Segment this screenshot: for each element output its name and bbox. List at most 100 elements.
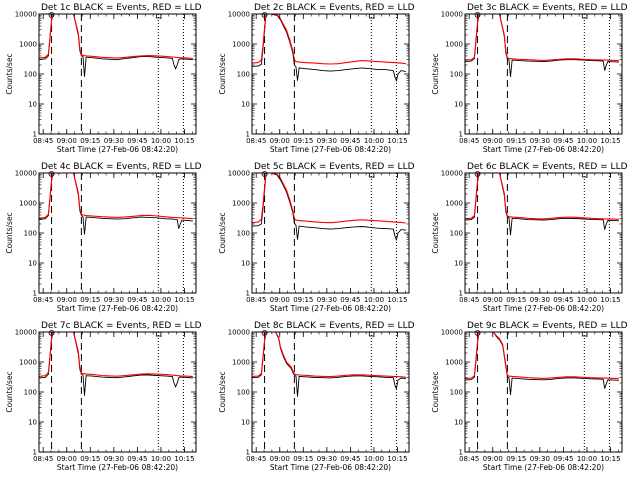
x-tick-label: 09:15: [80, 137, 100, 145]
y-axis-label: Counts/sec: [5, 212, 14, 253]
x-tick-label: 10:15: [174, 455, 194, 463]
x-axis-label: Start Time (27-Feb-06 08:42:20): [270, 304, 391, 313]
attenuator-marker: [261, 330, 268, 336]
x-tick-label: 09:45: [553, 455, 573, 463]
x-tick-label: 09:00: [270, 137, 290, 145]
detector-panel-9: Det 9c BLACK = Events, RED = LLD 1 10 100 10…: [431, 321, 628, 472]
x-tick-label: 09:30: [317, 296, 337, 304]
y-tick-label: 10: [454, 419, 463, 427]
y-tick-label: 100: [24, 389, 37, 397]
y-tick-label: 10: [241, 260, 250, 268]
y-tick-label: 1: [246, 131, 250, 139]
y-tick-label: 10000: [441, 329, 463, 337]
panel-series: [39, 173, 193, 235]
y-tick-label: 1000: [19, 359, 37, 367]
x-tick-label: 10:15: [600, 296, 620, 304]
x-tick-label: 08:45: [246, 455, 266, 463]
x-axis-label: Start Time (27-Feb-06 08:42:20): [57, 304, 178, 313]
panel-series: [465, 332, 619, 395]
y-tick-label: 1: [246, 449, 250, 457]
x-tick-label: 09:15: [293, 137, 313, 145]
x-tick-label: 09:45: [340, 296, 360, 304]
x-tick-label: 10:00: [151, 455, 171, 463]
y-tick-label: 100: [237, 389, 250, 397]
attenuator-marker: [261, 12, 268, 18]
y-tick-label: 1000: [445, 41, 463, 49]
saa-marker: [581, 173, 588, 178]
detector-panel-8: Det 8c BLACK = Events, RED = LLD 1 10 100 10…: [218, 321, 415, 472]
attenuator-marker: [48, 12, 55, 18]
x-axis-label: Start Time (27-Feb-06 08:42:20): [270, 463, 391, 472]
panel-series: [252, 332, 406, 397]
series-line-lld: [39, 173, 193, 220]
x-tick-label: 10:00: [151, 137, 171, 145]
y-tick-label: 1: [459, 131, 463, 139]
series-line-lld: [465, 332, 619, 380]
x-tick-label: 08:45: [33, 296, 53, 304]
x-tick-label: 09:15: [80, 455, 100, 463]
x-tick-label: 09:15: [80, 296, 100, 304]
panel-series: [252, 14, 406, 83]
series-line-lld: [39, 332, 193, 378]
attenuator-marker: [474, 171, 481, 177]
detector-panel-5: Det 5c BLACK = Events, RED = LLD 1 10 100 10…: [218, 162, 415, 313]
y-tick-label: 1000: [232, 359, 250, 367]
x-tick-label: 09:00: [57, 296, 77, 304]
attenuator-marker: [474, 12, 481, 18]
x-tick-label: 10:00: [151, 296, 171, 304]
y-tick-label: 10000: [441, 11, 463, 19]
series-line-events: [465, 14, 619, 77]
detector-panel-3: Det 3c BLACK = Events, RED = LLD 1 10 100 10…: [431, 3, 628, 154]
x-tick-label: 08:45: [246, 296, 266, 304]
y-tick-label: 100: [237, 71, 250, 79]
x-tick-label: 08:45: [459, 137, 479, 145]
y-tick-label: 1: [33, 131, 37, 139]
y-tick-label: 10: [28, 101, 37, 109]
attenuator-marker: [261, 171, 268, 177]
x-tick-label: 09:00: [57, 455, 77, 463]
x-tick-label: 09:45: [127, 296, 147, 304]
y-tick-label: 10: [241, 101, 250, 109]
y-tick-label: 100: [237, 230, 250, 238]
y-axis-label: Counts/sec: [431, 53, 440, 94]
x-tick-label: 09:30: [104, 296, 124, 304]
x-tick-label: 09:00: [483, 296, 503, 304]
x-tick-label: 08:45: [33, 455, 53, 463]
y-tick-label: 1000: [232, 41, 250, 49]
series-line-events: [465, 173, 619, 236]
y-tick-label: 10000: [228, 170, 250, 178]
x-tick-label: 09:30: [530, 455, 550, 463]
x-tick-label: 10:15: [600, 455, 620, 463]
x-axis-label: Start Time (27-Feb-06 08:42:20): [483, 463, 604, 472]
series-line-lld: [252, 14, 406, 65]
y-tick-label: 10000: [228, 11, 250, 19]
y-tick-label: 10000: [15, 170, 37, 178]
x-tick-label: 10:15: [174, 296, 194, 304]
series-line-events: [39, 14, 193, 77]
y-tick-label: 10000: [441, 170, 463, 178]
x-tick-label: 08:45: [246, 137, 266, 145]
x-axis-label: Start Time (27-Feb-06 08:42:20): [270, 145, 391, 154]
x-tick-label: 09:45: [127, 137, 147, 145]
panel-title: Det 4c BLACK = Events, RED = LLD: [41, 162, 202, 172]
series-line-events: [39, 173, 193, 235]
x-tick-label: 09:45: [553, 296, 573, 304]
x-tick-label: 10:00: [364, 137, 384, 145]
y-tick-label: 10: [28, 260, 37, 268]
y-tick-label: 1000: [445, 200, 463, 208]
x-tick-label: 10:00: [577, 137, 597, 145]
panel-title: Det 2c BLACK = Events, RED = LLD: [254, 3, 415, 13]
panel-title: Det 1c BLACK = Events, RED = LLD: [41, 3, 202, 13]
x-tick-label: 09:45: [127, 455, 147, 463]
x-tick-label: 10:00: [577, 455, 597, 463]
x-tick-label: 10:15: [387, 296, 407, 304]
x-tick-label: 09:30: [317, 137, 337, 145]
saa-marker: [581, 332, 588, 337]
saa-marker: [368, 14, 375, 19]
x-axis-label: Start Time (27-Feb-06 08:42:20): [57, 463, 178, 472]
panel-title: Det 5c BLACK = Events, RED = LLD: [254, 162, 415, 172]
x-tick-label: 09:30: [104, 455, 124, 463]
series-line-lld: [252, 332, 406, 378]
y-axis-label: Counts/sec: [431, 212, 440, 253]
